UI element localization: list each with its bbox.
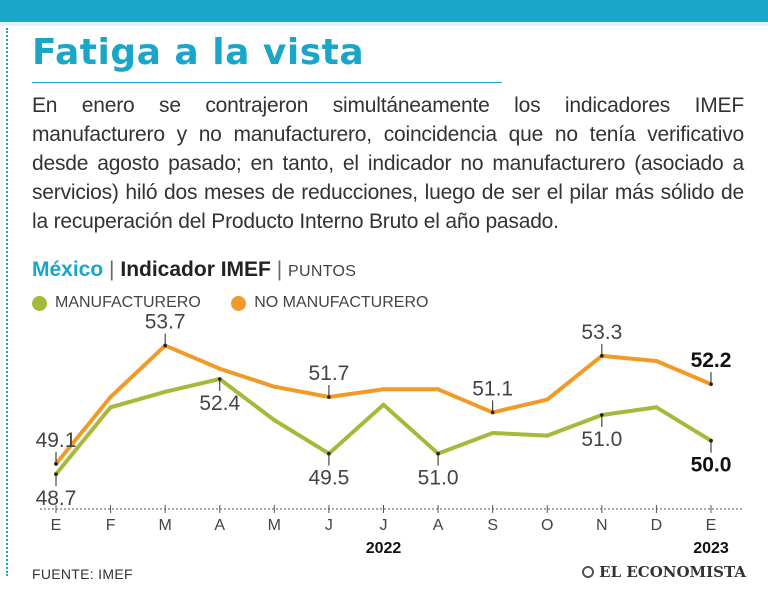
data-point [272,384,277,389]
x-tick-label: S [487,517,498,534]
label-anchor-dot [709,382,713,386]
data-point [381,402,386,407]
data-point [217,366,222,371]
title-underline [32,82,502,83]
legend-item-no-manufacturero: NO MANUFACTURERO [231,294,428,312]
subtitle-separator: | [276,258,283,281]
logo-mark-icon [582,566,595,578]
legend-label-manufacturero: MANUFACTURERO [55,294,201,311]
top-banner-bar [0,0,768,22]
data-point [272,418,277,423]
data-label: 51.7 [308,362,349,385]
data-point [545,397,550,402]
page-title: Fatiga a la vista [32,32,365,73]
intro-paragraph: En enero se contrajeron simultáneamente … [32,94,744,233]
label-anchor-dot [327,395,331,399]
subtitle-separator: | [109,258,115,281]
data-label: 53.7 [145,311,186,334]
chart-subtitle: México | Indicador IMEF | PUNTOS [32,258,356,282]
subtitle-units: PUNTOS [288,263,357,280]
publisher-logo: EL ECONOMISTA [582,563,746,581]
data-point [108,405,113,410]
legend-dot-manufacturero-icon [32,295,47,311]
label-anchor-dot [600,413,604,417]
x-tick-label: J [380,517,388,534]
series-line-manufacturero [54,377,713,477]
x-tick-label: M [268,517,281,534]
data-point [654,359,659,363]
label-anchor-dot [327,451,331,456]
data-point [436,387,441,392]
legend-label-no-manufacturero: NO MANUFACTURERO [254,294,429,311]
label-anchor-dot [163,343,167,348]
data-label: 53.3 [581,321,622,344]
chart-legend: MANUFACTURERO NO MANUFACTURERO [32,294,454,316]
year-label: 2022 [366,540,402,557]
data-label: 52.2 [691,349,732,372]
x-tick-label: F [106,517,116,534]
subtitle-indicator: Indicador IMEF [120,258,271,281]
data-label: 49.1 [36,429,77,452]
data-label: 51.0 [581,428,622,451]
data-point [163,389,168,394]
data-label: 51.0 [418,467,459,490]
data-point [381,387,386,392]
x-tick-label: A [433,517,444,534]
top-banner-strip [0,22,768,26]
legend-dot-no-manufacturero-icon [231,295,247,311]
legend-item-manufacturero: MANUFACTURERO [32,294,201,312]
label-anchor-dot [217,377,222,381]
data-label: 49.5 [308,467,349,490]
label-anchor-dot [490,410,495,415]
x-tick-label: M [159,517,172,534]
x-tick-label: E [51,517,62,534]
data-point [545,433,550,438]
data-label: 50.0 [691,454,732,477]
x-tick-label: O [541,517,553,534]
x-tick-label: E [706,517,717,534]
subtitle-country: México [32,258,104,281]
data-label: 51.1 [472,377,513,400]
data-label: 48.7 [36,487,77,510]
data-point [490,431,495,435]
year-label: 2023 [693,540,729,557]
left-dotted-rule [6,28,8,576]
label-anchor-dot [436,451,440,456]
x-tick-label: A [214,517,225,534]
source-note: FUENTE: IMEF [32,566,133,582]
label-anchor-dot [54,472,58,476]
x-tick-label: J [325,517,333,534]
label-anchor-dot [54,462,58,466]
data-point [654,405,659,410]
x-tick-label: N [596,517,608,534]
data-label: 52.4 [199,392,240,415]
data-point [108,395,113,399]
label-anchor-dot [600,354,604,358]
logo-text: EL ECONOMISTA [599,563,746,581]
x-tick-label: D [651,517,663,534]
label-anchor-dot [709,438,713,443]
